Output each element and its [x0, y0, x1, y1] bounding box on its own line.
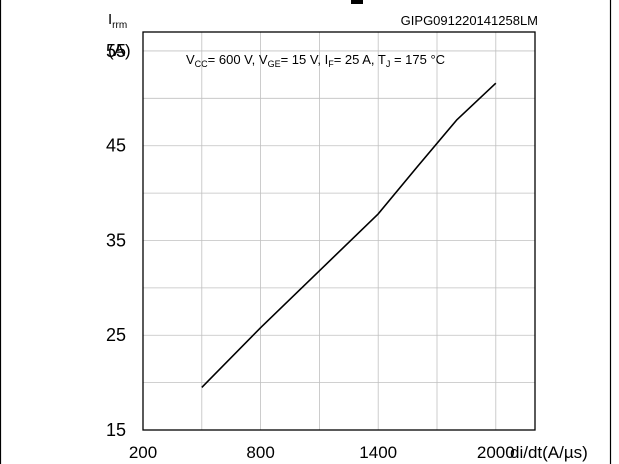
- x-tick-label: 2000: [477, 443, 515, 462]
- x-tick-label: 800: [246, 443, 274, 462]
- y-tick-label: 35: [106, 230, 126, 250]
- y-tick-label: 55: [106, 41, 126, 61]
- y-axis-symbol: I: [108, 11, 112, 28]
- grid: [142, 32, 536, 431]
- vge-subscript: GE: [268, 59, 281, 69]
- x-axis-label: di/dt(A/µs): [510, 443, 588, 462]
- title-fragment: [351, 0, 363, 4]
- x-tick-label: 1400: [359, 443, 397, 462]
- y-tick-label: 15: [106, 420, 126, 440]
- if-symbol: I: [325, 52, 329, 67]
- tj-symbol: T: [378, 52, 386, 67]
- tj-subscript: J: [386, 59, 391, 69]
- vcc-symbol: V: [186, 52, 195, 67]
- y-axis-subscript: rrm: [112, 20, 127, 31]
- tj-value: = 175 °C: [390, 52, 445, 67]
- figure-id: GIPG091220141258LM: [401, 13, 538, 28]
- y-tick-labels: 15 25 35 45 55: [106, 41, 126, 440]
- x-tick-label: 200: [129, 443, 157, 462]
- vge-value: = 15 V,: [281, 52, 325, 67]
- if-subscript: F: [328, 59, 334, 69]
- x-tick-labels: 200 800 1400 2000: [129, 443, 515, 462]
- y-tick-label: 45: [106, 136, 126, 156]
- vcc-value: = 600 V,: [208, 52, 259, 67]
- test-conditions: VCC= 600 V, VGE= 15 V, IF= 25 A, TJ = 17…: [186, 52, 445, 69]
- y-axis-unit: (A): [108, 41, 131, 60]
- y-tick-label: 25: [106, 325, 126, 345]
- if-value: = 25 A,: [334, 52, 378, 67]
- plot-area-frame: [142, 31, 536, 431]
- series-group: [201, 82, 497, 388]
- vcc-subscript: CC: [195, 59, 208, 69]
- vge-symbol: V: [259, 52, 268, 67]
- series-line: [201, 82, 497, 388]
- y-axis-label: Irrm: [108, 11, 127, 31]
